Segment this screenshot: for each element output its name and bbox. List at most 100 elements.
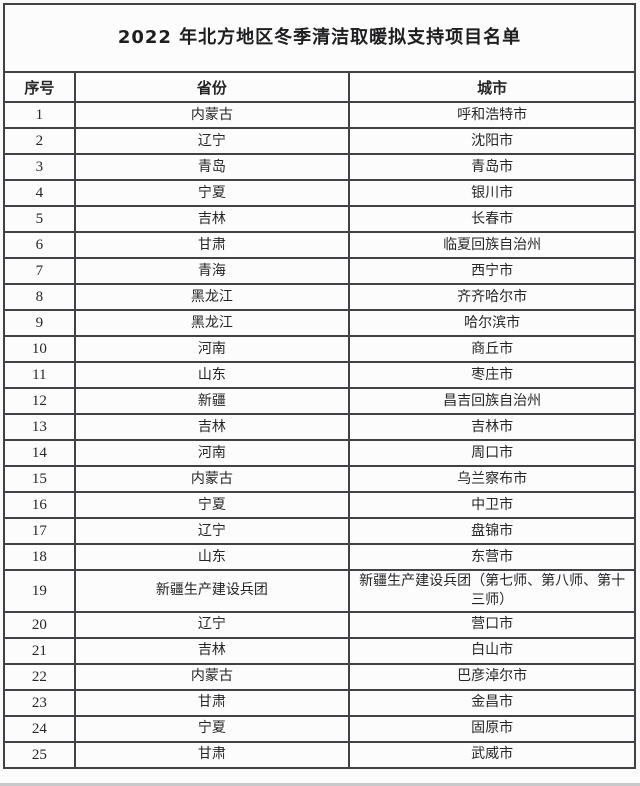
cell-city: 西宁市 xyxy=(348,257,636,285)
project-table: 2022 年北方地区冬季清洁取暖拟支持项目名单 序号 省份 城市 1 内蒙古 呼和浩… xyxy=(3,3,636,769)
cell-city: 巴彦淖尔市 xyxy=(348,662,636,691)
cell-index: 25 xyxy=(3,740,76,769)
cell-province: 青海 xyxy=(73,257,351,285)
cell-index: 10 xyxy=(3,335,76,363)
cell-index: 13 xyxy=(3,413,76,441)
cell-province: 内蒙古 xyxy=(73,101,351,129)
table-row: 19 新疆生产建设兵团 新疆生产建设兵团（第七师、第八师、第十三师） xyxy=(3,569,636,613)
table-row: 10 河南 商丘市 xyxy=(3,335,636,363)
table-row: 4 宁夏 银川市 xyxy=(3,179,636,207)
cell-index: 15 xyxy=(3,465,76,493)
cell-province: 宁夏 xyxy=(73,179,351,207)
cell-index: 3 xyxy=(3,153,76,181)
cell-province: 黑龙江 xyxy=(73,283,351,311)
cell-city: 固原市 xyxy=(348,714,636,743)
cell-province: 宁夏 xyxy=(73,491,351,519)
cell-index: 7 xyxy=(3,257,76,285)
table-body: 1 内蒙古 呼和浩特市 2 辽宁 沈阳市 3 青岛 青岛市 4 宁夏 银川市 5 吉林 长春市 6 甘肃 临夏回族… xyxy=(3,101,636,769)
table-row: 12 新疆 昌吉回族自治州 xyxy=(3,387,636,415)
page-title: 2022 年北方地区冬季清洁取暖拟支持项目名单 xyxy=(3,3,636,73)
cell-province: 新疆生产建设兵团 xyxy=(73,569,351,613)
table-row: 3 青岛 青岛市 xyxy=(3,153,636,181)
cell-city: 哈尔滨市 xyxy=(348,309,636,337)
cell-city: 白山市 xyxy=(348,636,636,665)
cell-index: 24 xyxy=(3,714,76,743)
title-row: 2022 年北方地区冬季清洁取暖拟支持项目名单 xyxy=(3,3,636,73)
table-row: 20 辽宁 营口市 xyxy=(3,610,636,639)
header-row: 序号 省份 城市 xyxy=(3,71,636,103)
cell-index: 22 xyxy=(3,662,76,691)
cell-city: 中卫市 xyxy=(348,491,636,519)
cell-index: 20 xyxy=(3,610,76,639)
cell-province: 甘肃 xyxy=(73,740,351,769)
cell-city: 青岛市 xyxy=(348,153,636,181)
cell-province: 吉林 xyxy=(73,636,351,665)
table-row: 1 内蒙古 呼和浩特市 xyxy=(3,101,636,129)
table-row: 24 宁夏 固原市 xyxy=(3,714,636,743)
cell-province: 内蒙古 xyxy=(73,662,351,691)
cell-province: 青岛 xyxy=(73,153,351,181)
cell-province: 新疆 xyxy=(73,387,351,415)
cell-city: 东营市 xyxy=(348,543,636,571)
cell-city: 乌兰察布市 xyxy=(348,465,636,493)
cell-city: 长春市 xyxy=(348,205,636,233)
column-header-index: 序号 xyxy=(3,71,76,103)
cell-index: 9 xyxy=(3,309,76,337)
table-row: 22 内蒙古 巴彦淖尔市 xyxy=(3,662,636,691)
cell-index: 12 xyxy=(3,387,76,415)
table-row: 25 甘肃 武威市 xyxy=(3,740,636,769)
cell-city: 营口市 xyxy=(348,610,636,639)
cell-province: 甘肃 xyxy=(73,231,351,259)
cell-index: 21 xyxy=(3,636,76,665)
cell-index: 16 xyxy=(3,491,76,519)
table-row: 18 山东 东营市 xyxy=(3,543,636,571)
table-row: 5 吉林 长春市 xyxy=(3,205,636,233)
cell-city: 商丘市 xyxy=(348,335,636,363)
cell-province: 河南 xyxy=(73,439,351,467)
cell-city: 新疆生产建设兵团（第七师、第八师、第十三师） xyxy=(348,569,636,613)
table-row: 13 吉林 吉林市 xyxy=(3,413,636,441)
column-header-city: 城市 xyxy=(348,71,636,103)
cell-city: 临夏回族自治州 xyxy=(348,231,636,259)
table-row: 6 甘肃 临夏回族自治州 xyxy=(3,231,636,259)
cell-index: 23 xyxy=(3,688,76,717)
table-row: 21 吉林 白山市 xyxy=(3,636,636,665)
cell-city: 齐齐哈尔市 xyxy=(348,283,636,311)
cell-city: 沈阳市 xyxy=(348,127,636,155)
cell-province: 甘肃 xyxy=(73,688,351,717)
cell-province: 河南 xyxy=(73,335,351,363)
cell-city: 呼和浩特市 xyxy=(348,101,636,129)
cell-province: 山东 xyxy=(73,361,351,389)
table-row: 9 黑龙江 哈尔滨市 xyxy=(3,309,636,337)
table-row: 7 青海 西宁市 xyxy=(3,257,636,285)
cell-province: 内蒙古 xyxy=(73,465,351,493)
cell-city: 昌吉回族自治州 xyxy=(348,387,636,415)
cell-index: 19 xyxy=(3,569,76,613)
table-row: 15 内蒙古 乌兰察布市 xyxy=(3,465,636,493)
column-header-province: 省份 xyxy=(73,71,351,103)
cell-province: 宁夏 xyxy=(73,714,351,743)
table-row: 11 山东 枣庄市 xyxy=(3,361,636,389)
cell-index: 6 xyxy=(3,231,76,259)
image-bottom-edge xyxy=(0,783,640,786)
cell-city: 枣庄市 xyxy=(348,361,636,389)
cell-index: 2 xyxy=(3,127,76,155)
cell-province: 辽宁 xyxy=(73,517,351,545)
cell-city: 武威市 xyxy=(348,740,636,769)
table-row: 17 辽宁 盘锦市 xyxy=(3,517,636,545)
cell-province: 山东 xyxy=(73,543,351,571)
cell-city: 金昌市 xyxy=(348,688,636,717)
cell-index: 5 xyxy=(3,205,76,233)
cell-index: 1 xyxy=(3,101,76,129)
cell-city: 银川市 xyxy=(348,179,636,207)
cell-index: 18 xyxy=(3,543,76,571)
cell-index: 8 xyxy=(3,283,76,311)
cell-index: 11 xyxy=(3,361,76,389)
cell-province: 黑龙江 xyxy=(73,309,351,337)
cell-city: 周口市 xyxy=(348,439,636,467)
cell-province: 吉林 xyxy=(73,413,351,441)
cell-index: 17 xyxy=(3,517,76,545)
table-row: 23 甘肃 金昌市 xyxy=(3,688,636,717)
cell-city: 吉林市 xyxy=(348,413,636,441)
